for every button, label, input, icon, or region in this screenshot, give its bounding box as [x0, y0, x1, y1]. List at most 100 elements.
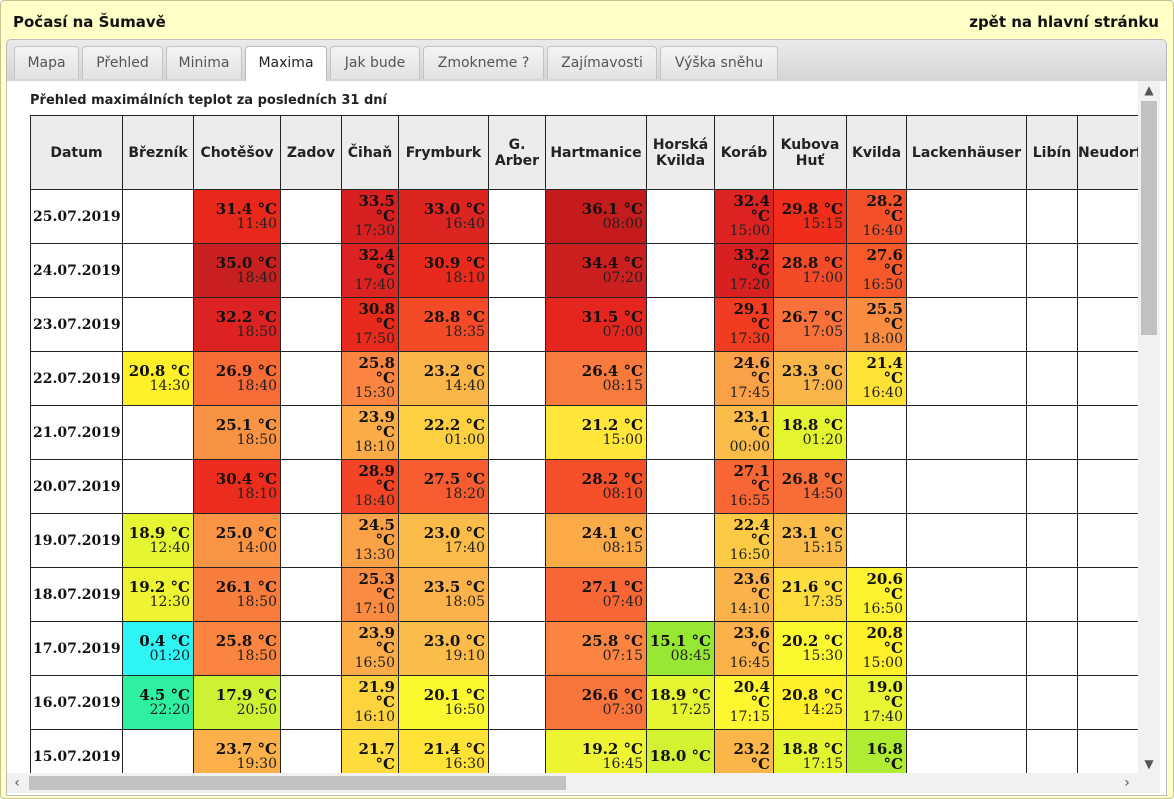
date-cell: 21.07.2019 — [30, 405, 123, 460]
scroll-right-arrow-icon[interactable]: › — [1124, 775, 1130, 791]
vertical-scrollbar[interactable]: ▲ ▼ — [1138, 81, 1160, 773]
max-temperature-value: 20.8 °C — [866, 624, 903, 657]
max-temperature-time: 15:30 — [354, 385, 395, 401]
max-temperature-value: 25.8 °C — [215, 631, 277, 650]
temperature-cell: 30.4 °C 18:10 — [193, 459, 281, 514]
max-temperature-value: 19.0 °C — [866, 678, 903, 711]
max-temperature-value: 22.4 °C — [733, 516, 770, 549]
max-temperature-value: 23.0 °C — [423, 631, 485, 650]
max-temperature-time: 08:15 — [602, 377, 643, 394]
column-header: Frymburk — [398, 115, 489, 190]
column-header: Neudorf — [1077, 115, 1138, 190]
max-temperature-time: 17:45 — [729, 385, 770, 401]
max-temperature-value: 23.6 °C — [733, 624, 770, 657]
temperature-cell — [1026, 297, 1078, 352]
max-temperature-time: 16:10 — [354, 709, 395, 725]
max-temperature-time: 17:10 — [354, 601, 395, 617]
temperature-cell: 18.9 °C 12:40 — [122, 513, 194, 568]
temperature-cell — [1026, 351, 1078, 406]
table-row: 19.07.2019 18.9 °C 12:40 25.0 °C 14:00 24.5 °… — [30, 513, 1138, 568]
temperature-cell — [122, 189, 194, 244]
max-temperature-value: 23.6 °C — [733, 570, 770, 603]
max-temperature-value: 24.5 °C — [358, 516, 395, 549]
temperature-cell: 21.2 °C 15:00 — [545, 405, 647, 460]
temperature-cell — [488, 459, 546, 514]
tab-2[interactable]: Minima — [166, 46, 242, 79]
max-temperature-value: 33.5 °C — [358, 192, 395, 225]
max-temperature-value: 23.2 °C — [733, 739, 770, 773]
column-header: Čihaň — [341, 115, 399, 190]
temperature-cell — [488, 513, 546, 568]
temperature-cell: 30.8 °C 17:50 — [341, 297, 399, 352]
scroll-up-arrow-icon[interactable]: ▲ — [1144, 83, 1154, 97]
title-bar: Počasí na Šumavě zpět na hlavní stránku — [1, 1, 1173, 39]
tab-7[interactable]: Výška sněhu — [660, 46, 778, 79]
temperature-cell: 23.3 °C 17:00 — [773, 351, 847, 406]
tab-3[interactable]: Maxima — [245, 46, 327, 81]
tab-4[interactable]: Jak bude — [330, 46, 420, 79]
max-temperature-time: 20:50 — [236, 701, 277, 718]
vertical-scroll-thumb[interactable] — [1141, 101, 1157, 335]
date-cell: 20.07.2019 — [30, 459, 123, 514]
temperature-cell: 18.0 °C — [646, 729, 715, 773]
column-header: Hartmanice — [545, 115, 647, 190]
temperature-cell — [906, 243, 1027, 298]
temperature-cell: 33.0 °C 16:40 — [398, 189, 489, 244]
column-header: Kubova Huť — [773, 115, 847, 190]
column-header: Libín — [1026, 115, 1078, 190]
temperature-cell: 28.2 °C 16:40 — [846, 189, 907, 244]
date-cell: 17.07.2019 — [30, 621, 123, 676]
temperature-cell: 23.9 °C 16:50 — [341, 621, 399, 676]
temperature-cell — [280, 729, 342, 773]
max-temperature-value: 29.1 °C — [733, 300, 770, 333]
max-temperature-time: 17:40 — [354, 277, 395, 293]
temperature-cell — [122, 297, 194, 352]
temperature-cell: 23.1 °C 15:15 — [773, 513, 847, 568]
temperature-cell: 22.4 °C 16:50 — [714, 513, 774, 568]
temperature-cell — [122, 405, 194, 460]
max-temperature-time: 18:05 — [444, 593, 485, 610]
temperature-cell: 32.4 °C 17:40 — [341, 243, 399, 298]
max-temperature-time: 14:30 — [149, 377, 190, 394]
tab-1[interactable]: Přehled — [82, 46, 163, 79]
temperature-cell — [1026, 459, 1078, 514]
temperature-cell — [488, 675, 546, 730]
temperature-cell — [122, 459, 194, 514]
max-temperature-time: 17:30 — [354, 223, 395, 239]
temperature-cell — [280, 513, 342, 568]
max-temperature-value: 20.8 °C — [128, 361, 190, 380]
temperature-cell: 24.6 °C 17:45 — [714, 351, 774, 406]
max-temperature-value: 23.9 °C — [358, 624, 395, 657]
horizontal-scrollbar[interactable]: ‹ › — [7, 773, 1160, 793]
temperature-cell — [280, 189, 342, 244]
max-temperature-value: 31.4 °C — [215, 199, 277, 218]
max-temperature-value: 26.1 °C — [215, 577, 277, 596]
max-temperature-time: 15:00 — [602, 431, 643, 448]
back-to-home-link[interactable]: zpět na hlavní stránku — [969, 13, 1159, 31]
temperature-cell — [488, 567, 546, 622]
tab-5[interactable]: Zmokneme ? — [423, 46, 544, 79]
horizontal-scroll-thumb[interactable] — [29, 776, 566, 790]
temperature-cell — [1077, 243, 1138, 298]
tab-6[interactable]: Zajímavosti — [547, 46, 657, 79]
max-temperature-time: 18:50 — [236, 431, 277, 448]
max-temperature-time: 18:10 — [444, 269, 485, 286]
temperature-cell: 28.9 °C 18:40 — [341, 459, 399, 514]
temperature-cell: 17.9 °C 20:50 — [193, 675, 281, 730]
tab-0[interactable]: Mapa — [14, 46, 79, 79]
temperature-cell: 22.2 °C 01:00 — [398, 405, 489, 460]
temperature-cell — [906, 729, 1027, 773]
temperature-cell: 27.6 °C 16:50 — [846, 243, 907, 298]
scroll-down-arrow-icon[interactable]: ▼ — [1144, 757, 1154, 771]
max-temperature-time: 08:00 — [602, 215, 643, 232]
temperature-cell: 25.8 °C 07:15 — [545, 621, 647, 676]
max-temperature-time: 16:40 — [862, 223, 903, 239]
scroll-left-arrow-icon[interactable]: ‹ — [14, 775, 20, 791]
tab-content-panel: Přehled maximálních teplot za posledních… — [6, 81, 1167, 796]
temperature-cell — [122, 243, 194, 298]
max-temperature-value: 21.4 °C — [423, 739, 485, 758]
max-temperature-value: 20.2 °C — [781, 631, 843, 650]
temperature-cell — [1077, 351, 1138, 406]
temperature-cell — [1077, 675, 1138, 730]
temperature-cell: 31.5 °C 07:00 — [545, 297, 647, 352]
